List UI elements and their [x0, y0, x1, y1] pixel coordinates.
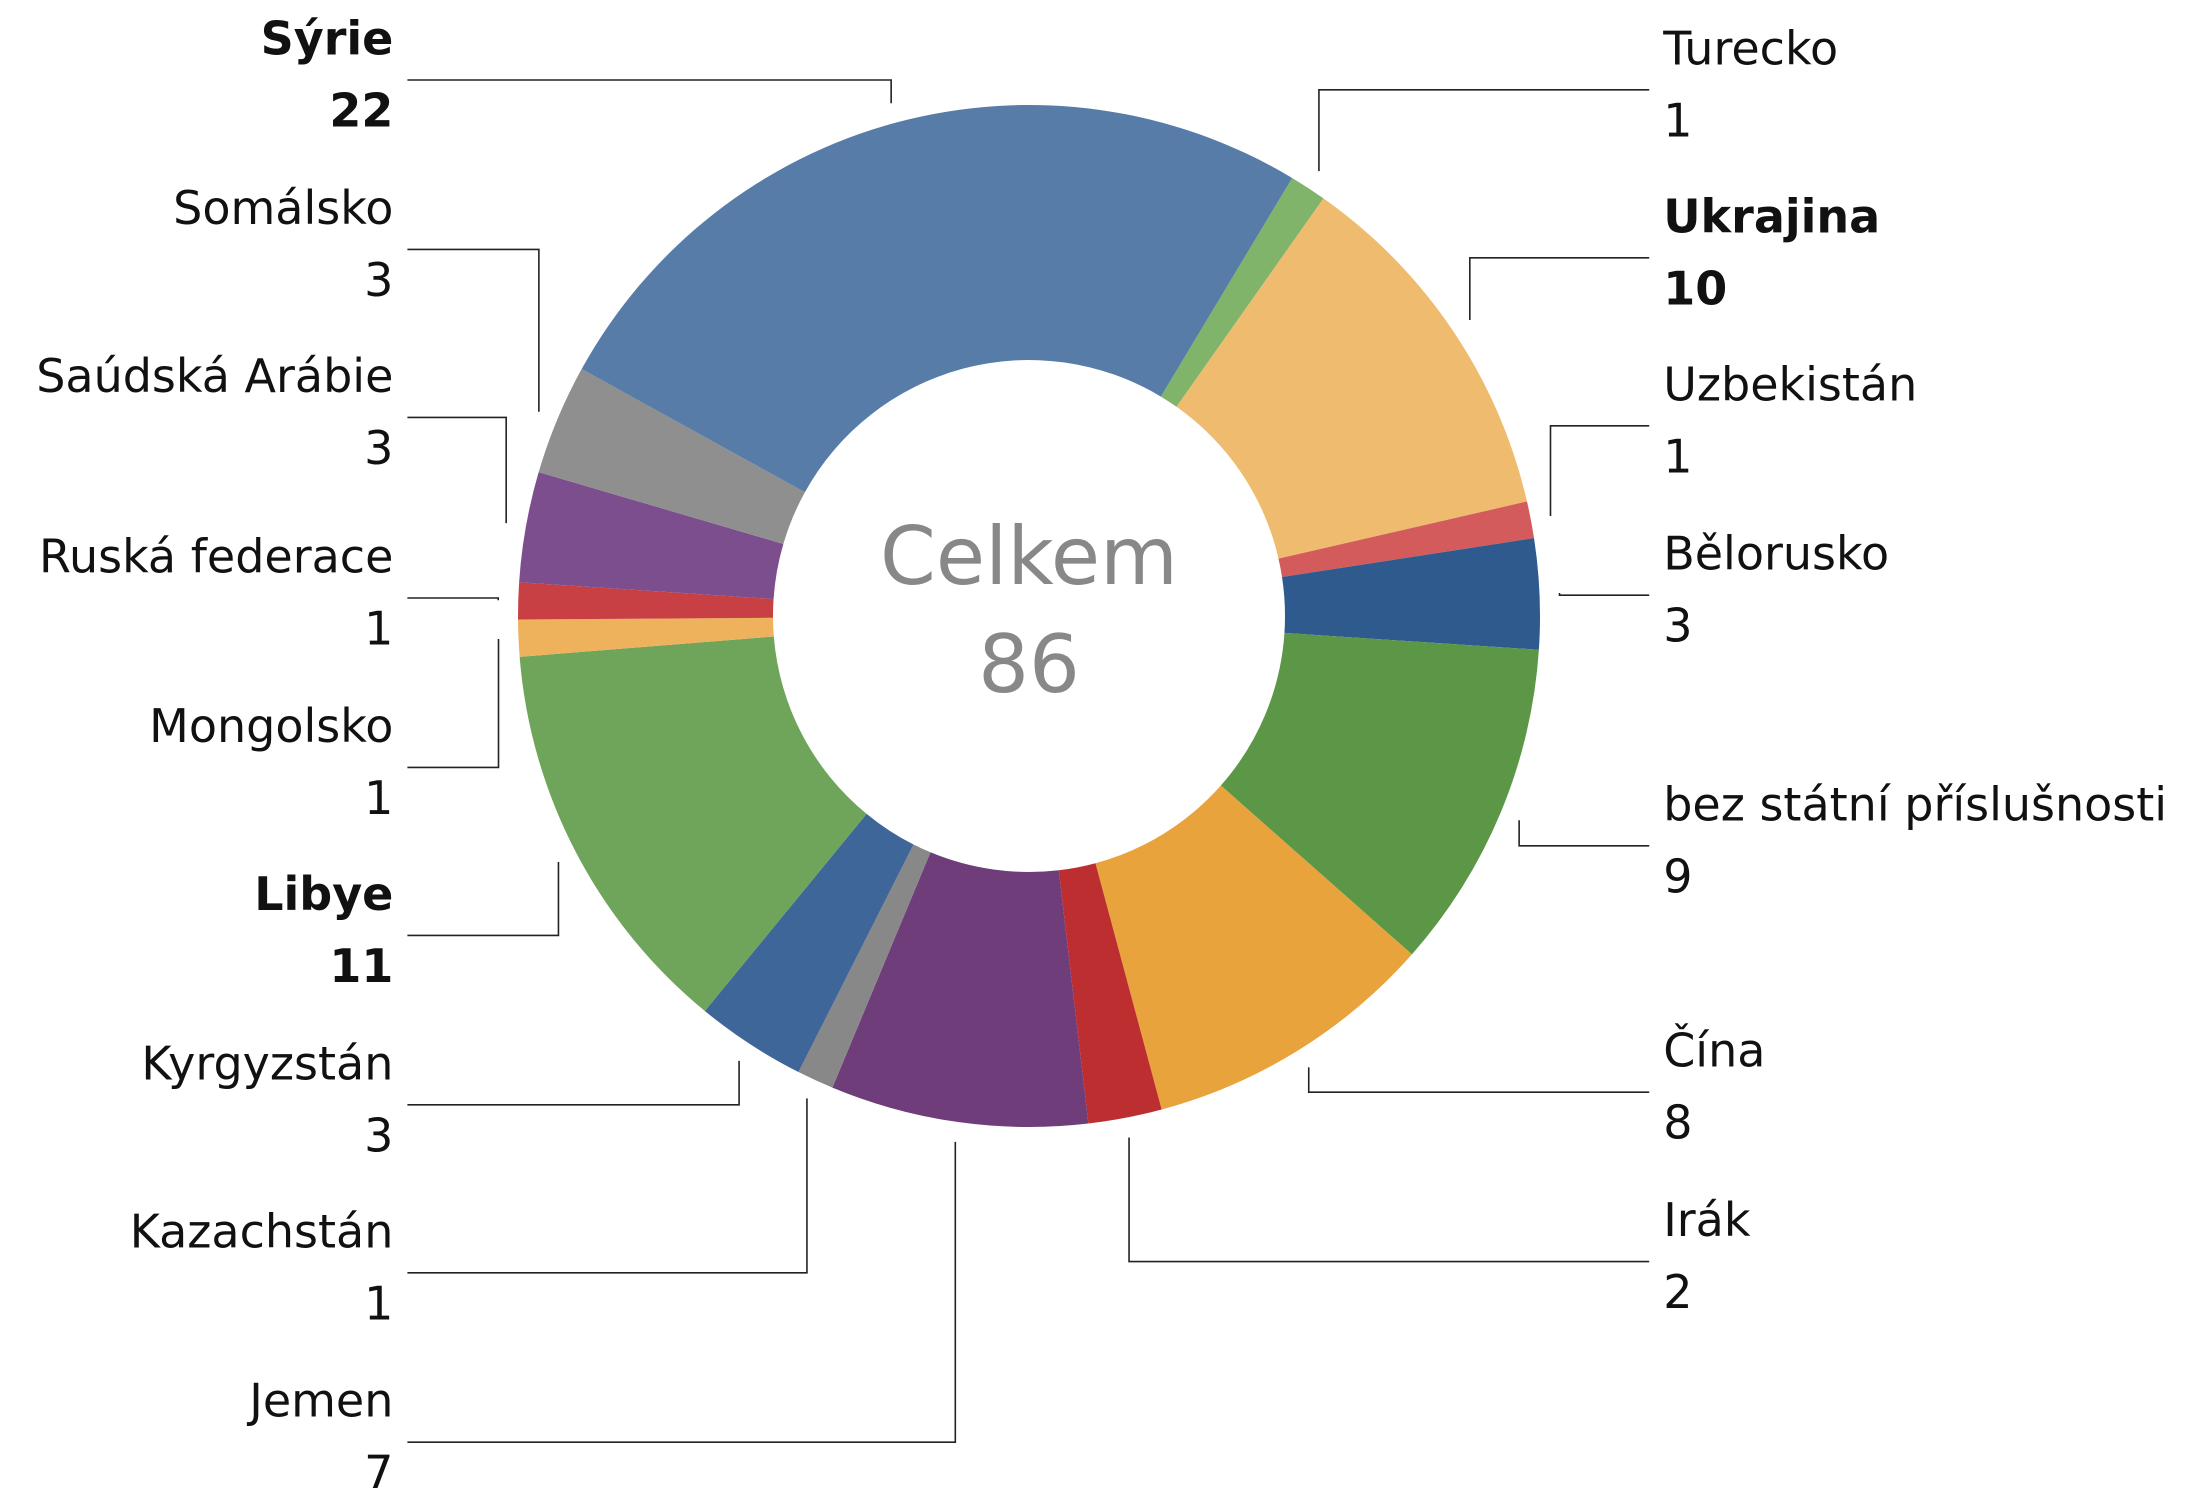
slice-label: Čína [1663, 1023, 1765, 1078]
slice-label: Bělorusko [1663, 527, 1889, 581]
slice [519, 636, 867, 1012]
slice-value: 8 [1663, 1096, 1692, 1150]
leader-line [407, 79, 892, 104]
slice [1220, 632, 1539, 955]
slice-value: 7 [364, 1446, 393, 1488]
slice-label: Jemen [246, 1374, 393, 1428]
leader-line [1558, 592, 1650, 596]
leader-line [1469, 257, 1650, 320]
slice [519, 472, 784, 600]
slice-label: Ukrajina [1663, 189, 1880, 243]
slice [538, 368, 805, 544]
leader-line [1549, 425, 1650, 516]
slice-label: Sýrie [261, 12, 394, 66]
slice-label: Somálsko [173, 181, 393, 235]
slice-value: 3 [364, 253, 393, 307]
leader-line [1128, 1137, 1650, 1263]
center-total: 86 [978, 618, 1080, 711]
slice-value: 3 [364, 1108, 393, 1162]
leader-line [407, 1060, 740, 1106]
slice-label: Mongolsko [149, 699, 393, 753]
slice-value: 22 [329, 84, 393, 138]
leader-line [407, 248, 540, 412]
slice [581, 105, 1293, 493]
slice-value: 3 [1663, 599, 1692, 653]
slice-value: 1 [1663, 429, 1692, 483]
leader-line [1518, 820, 1650, 847]
slice-value: 1 [1663, 93, 1692, 147]
leader-line [407, 862, 560, 937]
leader-line [407, 597, 500, 601]
slice-value: 2 [1663, 1265, 1692, 1319]
slice-label: Saúdská Arábie [36, 349, 393, 403]
slice [518, 617, 774, 657]
slice [1176, 198, 1527, 559]
leader-line [1307, 1067, 1650, 1093]
slice-label: Kazachstán [130, 1204, 394, 1258]
leader-line [1318, 89, 1650, 172]
slice [798, 844, 931, 1088]
slice-label: Kyrgyzstán [141, 1036, 393, 1090]
slice [1095, 785, 1412, 1110]
slice [518, 582, 774, 620]
slice-value: 9 [1663, 849, 1692, 903]
slice-value: 1 [364, 771, 393, 825]
leader-line [407, 1098, 808, 1274]
slice [704, 813, 914, 1073]
slice-label: Turecko [1662, 21, 1838, 75]
slice-value: 11 [329, 939, 393, 993]
slice [1278, 501, 1535, 577]
center-label: Celkem [880, 510, 1178, 603]
slice [1160, 177, 1324, 407]
slice-label: Uzbekistán [1663, 357, 1917, 411]
leader-line [407, 1141, 957, 1443]
slice-value: 10 [1663, 261, 1727, 315]
slice [1058, 863, 1162, 1124]
slice [832, 852, 1089, 1127]
slice-value: 3 [364, 421, 393, 475]
slice-label: Ruská federace [39, 530, 393, 584]
slice-label: Libye [254, 867, 393, 921]
slice-label: bez státní příslušnosti [1663, 777, 2167, 831]
slice [1282, 538, 1540, 650]
slice-value: 1 [364, 602, 393, 656]
slice-label: Irák [1663, 1193, 1751, 1247]
slice-value: 1 [364, 1276, 393, 1330]
leader-line [407, 639, 500, 769]
leader-line [407, 416, 507, 524]
